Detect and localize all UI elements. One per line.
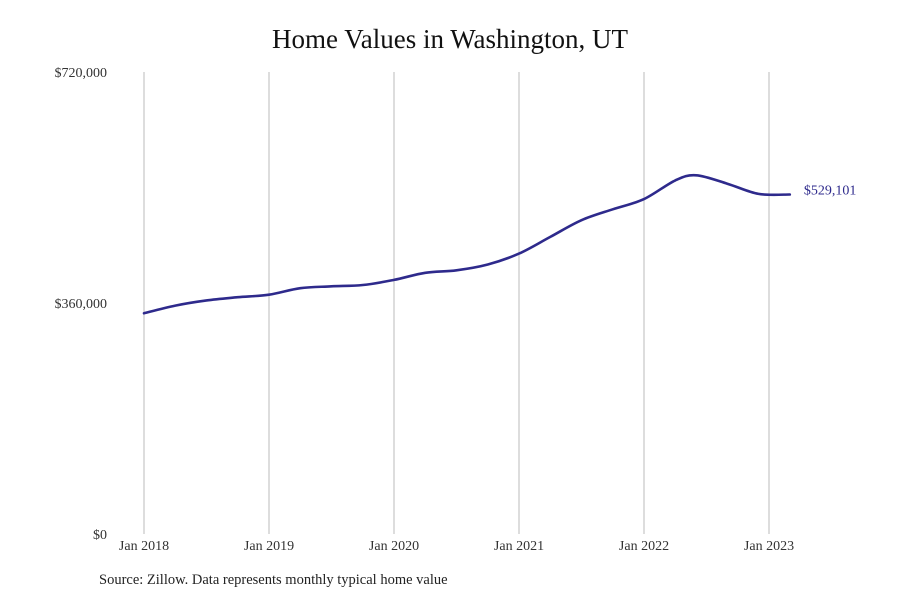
x-tick-label: Jan 2018 xyxy=(119,539,169,554)
y-tick-label: $720,000 xyxy=(55,66,108,81)
x-tick-label: Jan 2023 xyxy=(744,539,794,554)
home-value-series-line xyxy=(142,173,792,315)
x-gridlines xyxy=(143,72,770,534)
source-note: Source: Zillow. Data represents monthly … xyxy=(99,572,448,588)
x-tick-label: Jan 2020 xyxy=(369,539,419,554)
y-tick-label: $360,000 xyxy=(55,297,108,312)
y-tick-labels: $0 $360,000 $720,000 xyxy=(55,66,108,543)
y-tick-label: $0 xyxy=(93,528,107,543)
x-tick-label: Jan 2019 xyxy=(244,539,294,554)
x-tick-label: Jan 2021 xyxy=(494,539,544,554)
chart-title: Home Values in Washington, UT xyxy=(271,24,629,54)
x-tick-label: Jan 2022 xyxy=(619,539,669,554)
end-value-label: $529,101 xyxy=(804,183,857,198)
x-tick-labels: Jan 2018 Jan 2019 Jan 2020 Jan 2021 Jan 2022… xyxy=(119,539,794,554)
